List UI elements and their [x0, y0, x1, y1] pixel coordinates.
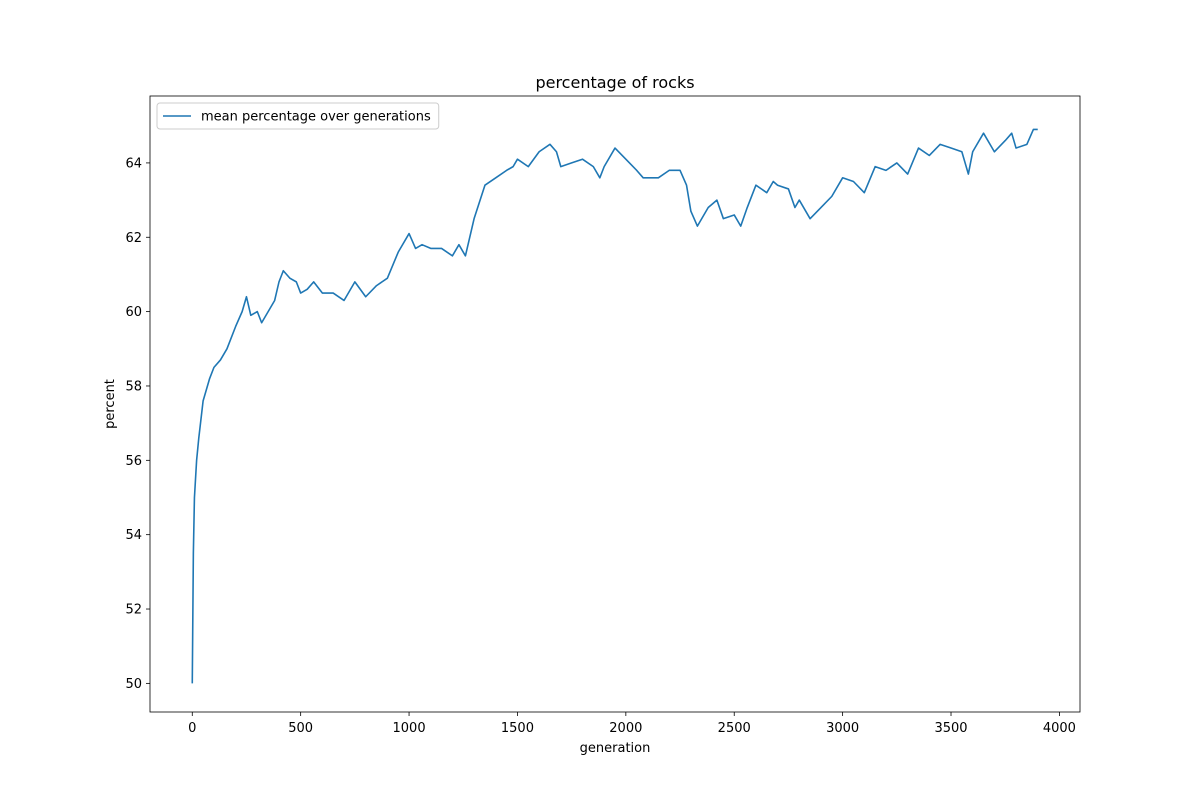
x-tick-label: 3500 [934, 721, 967, 736]
data-line [191, 128, 1038, 684]
y-tick-label: 60 [125, 305, 142, 320]
x-tick-label: 3000 [826, 721, 859, 736]
chart-title: percentage of rocks [535, 73, 694, 92]
y-tick-label: 64 [125, 156, 142, 171]
y-tick-label: 50 [125, 677, 142, 692]
y-tick-label: 56 [125, 454, 142, 469]
x-tick-label: 1000 [393, 721, 426, 736]
y-tick-label: 52 [125, 603, 142, 618]
y-tick-label: 58 [125, 379, 142, 394]
x-tick-label: 2500 [718, 721, 751, 736]
legend-box [156, 102, 440, 130]
x-tick-label: 500 [288, 721, 313, 736]
x-tick-label: 4000 [1043, 721, 1076, 736]
x-tick-label: 1500 [501, 721, 534, 736]
legend-label: mean percentage over generations [201, 110, 431, 125]
x-axis-label: generation [580, 741, 651, 756]
y-tick-label: 62 [125, 231, 142, 246]
x-tick-label: 0 [188, 721, 196, 736]
plot-frame [149, 95, 1081, 713]
x-tick-label: 2000 [609, 721, 642, 736]
y-tick-label: 54 [125, 528, 142, 543]
y-axis-label: percent [103, 379, 118, 429]
